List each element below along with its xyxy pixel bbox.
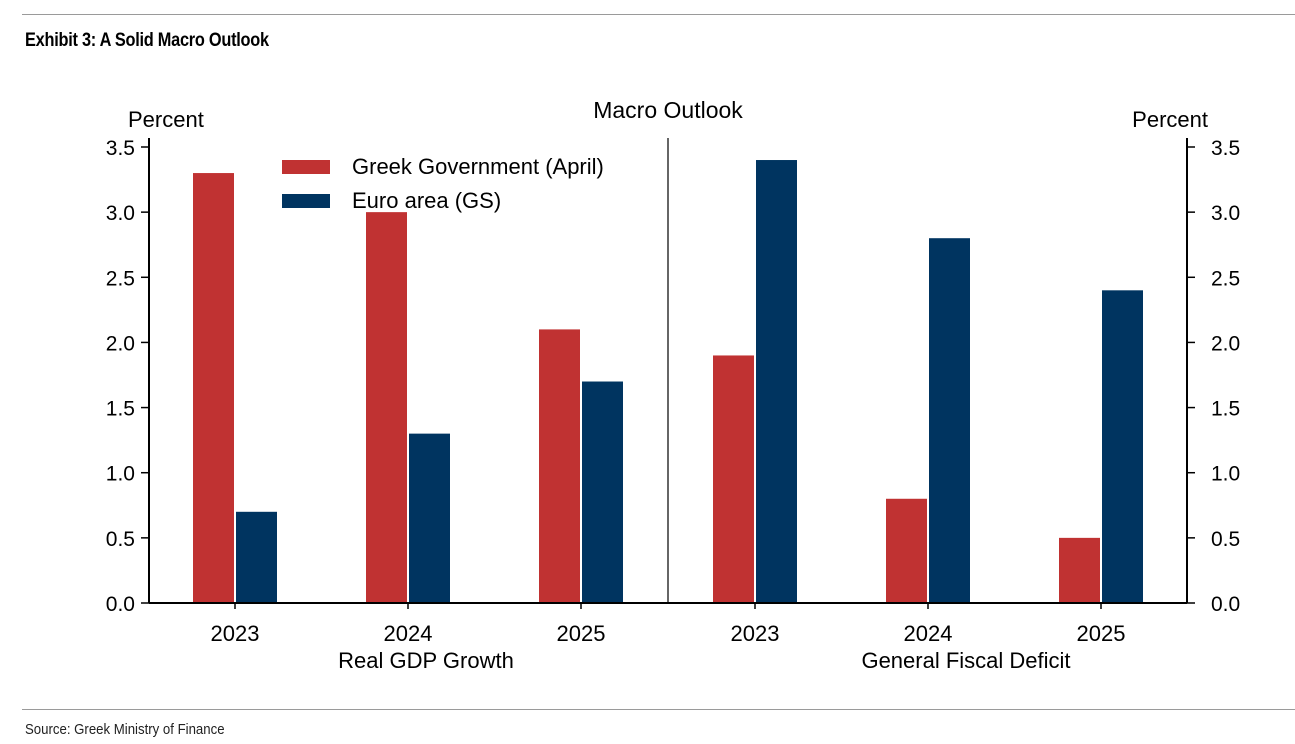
right-y-tick-label-2.5: 2.5 [1211,267,1240,290]
top-rule [22,14,1295,15]
bar-euro-panel1-2024 [409,433,450,603]
bar-gov-panel1-2023 [193,173,234,604]
legend-swatch-euro [282,194,330,208]
x-tick-label-panel2-2023: 2023 [731,621,780,646]
right-y-tick-label-3.5: 3.5 [1211,137,1240,160]
x-tick-label-panel2-2025: 2025 [1077,621,1126,646]
bar-euro-panel2-2023 [756,160,797,603]
macro-outlook-chart: Macro Outlook Percent Percent 2023 2024 20… [106,97,1240,673]
legend-label-gov: Greek Government (April) [352,154,604,179]
x-tick-label-panel1-2024: 2024 [384,621,433,646]
source-note: Source: Greek Ministry of Finance [25,721,225,738]
chart-title: Macro Outlook [593,97,743,123]
right-y-tick-label-0.5: 0.5 [1211,528,1240,551]
right-y-tick-label-1.0: 1.0 [1211,463,1240,486]
left-axis-label: Percent [128,107,204,132]
x-axis-label-panel1: Real GDP Growth [338,648,514,673]
right-axis-label: Percent [1132,107,1208,132]
bar-gov-panel2-2024 [886,498,927,603]
x-tick-label-panel1-2025: 2025 [557,621,606,646]
left-y-tick-label-1.5: 1.5 [106,398,135,421]
left-y-tick-label-2.5: 2.5 [106,267,135,290]
x-axis-label-panel2: General Fiscal Deficit [861,648,1070,673]
exhibit-title: Exhibit 3: A Solid Macro Outlook [25,30,269,51]
bar-euro-panel2-2025 [1102,290,1143,603]
left-y-tick-label-1.0: 1.0 [106,463,135,486]
bar-gov-panel2-2023 [713,355,754,603]
x-tick-label-panel2-2024: 2024 [904,621,953,646]
left-y-tick-label-3.5: 3.5 [106,137,135,160]
right-y-tick-label-3.0: 3.0 [1211,202,1240,225]
right-y-tick-label-0.0: 0.0 [1211,593,1240,616]
bar-gov-panel1-2025 [539,329,580,603]
bar-euro-panel1-2023 [236,511,277,603]
bottom-rule [22,709,1295,710]
legend-label-euro: Euro area (GS) [352,188,501,213]
left-y-tick-label-2.0: 2.0 [106,332,135,355]
x-tick-label-panel1-2023: 2023 [211,621,260,646]
legend-swatch-gov [282,160,330,174]
bar-gov-panel2-2025 [1059,537,1100,603]
left-y-tick-label-0.5: 0.5 [106,528,135,551]
bar-euro-panel2-2024 [929,238,970,603]
bar-euro-panel1-2025 [582,381,623,603]
right-y-tick-label-1.5: 1.5 [1211,398,1240,421]
bar-gov-panel1-2024 [366,212,407,603]
right-y-tick-label-2.0: 2.0 [1211,332,1240,355]
left-y-tick-label-3.0: 3.0 [106,202,135,225]
left-y-tick-label-0.0: 0.0 [106,593,135,616]
